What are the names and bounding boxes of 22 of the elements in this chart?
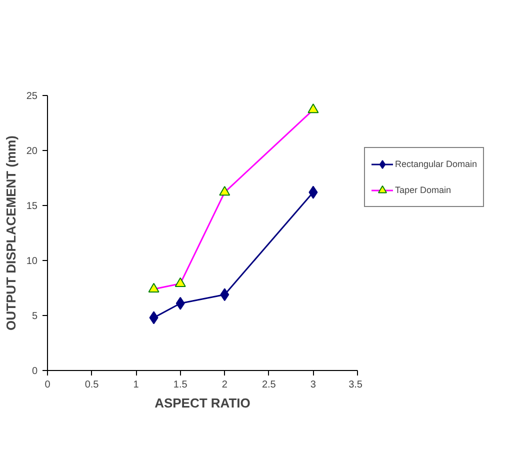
y-tick-label: 10 [26,256,38,267]
point [308,186,318,199]
x-tick-label: 3.5 [348,380,363,390]
point [220,288,230,302]
y-tick-label: 15 [26,201,38,212]
x-tick-label: 0.5 [84,380,100,390]
y-tick-label: 20 [26,146,38,157]
x-tick-label: 1 [133,380,140,390]
y-axis-title: OUTPUT DISPLACEMENT (mm) [3,136,18,330]
legend-label: Rectangular Domain [395,159,478,169]
x-tick-label: 2 [222,380,228,390]
legend-label: Taper Domain [395,185,452,195]
point [176,296,185,310]
x-tick-label: 0 [44,380,51,390]
y-tick-label: 0 [32,366,38,377]
x-axis-title: ASPECT RATIO [154,396,250,410]
x-tick-label: 1.5 [173,380,188,390]
y-tick-label: 25 [26,91,38,102]
x-tick-label: 2.5 [262,380,276,390]
x-tick-label: 3 [310,380,316,390]
y-tick-label: 5 [32,311,38,322]
point [149,311,158,324]
